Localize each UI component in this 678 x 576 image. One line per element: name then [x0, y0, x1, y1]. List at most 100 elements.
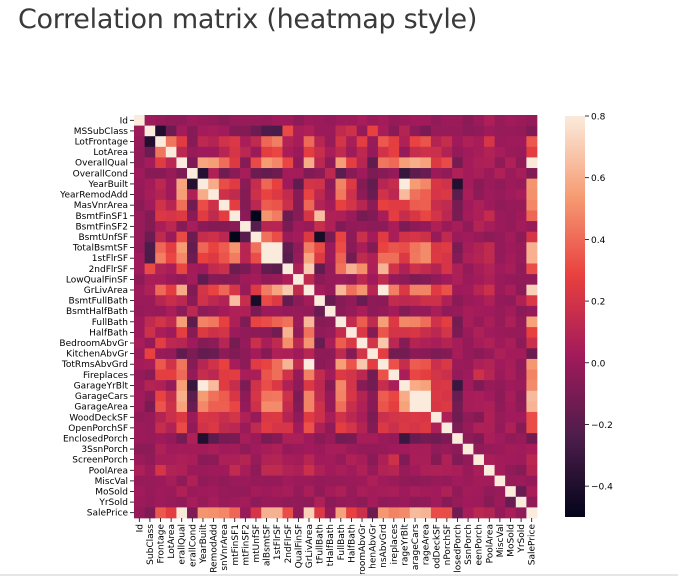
heatmap-cell: [261, 274, 273, 286]
heatmap-cell: [144, 146, 156, 158]
heatmap-cell: [208, 337, 220, 349]
heatmap-cell: [367, 411, 379, 423]
heatmap-cell: [483, 369, 495, 381]
row-label: SalePrice: [87, 509, 129, 519]
heatmap-cell: [441, 231, 453, 243]
heatmap-cell: [155, 496, 167, 508]
heatmap-cell: [441, 178, 453, 190]
heatmap-cell: [208, 316, 220, 328]
heatmap-cell: [208, 433, 220, 445]
heatmap-cell: [420, 486, 432, 498]
column-label: tFullBath: [316, 524, 326, 564]
heatmap-cell: [282, 231, 294, 243]
row-label: GarageArea: [74, 403, 128, 413]
heatmap-cell: [155, 348, 167, 360]
heatmap-cell: [218, 496, 230, 508]
heatmap-cell: [483, 475, 495, 487]
heatmap-cell: [314, 221, 326, 233]
heatmap-cell: [282, 411, 294, 423]
heatmap-cell: [187, 305, 198, 317]
heatmap-cell: [377, 274, 389, 286]
heatmap-cell: [303, 284, 315, 296]
heatmap-cell: [462, 231, 474, 243]
heatmap-cell: [208, 146, 220, 158]
heatmap-cell: [187, 231, 198, 243]
heatmap-cell: [155, 284, 167, 296]
heatmap-cell: [240, 390, 252, 402]
heatmap-cell: [155, 443, 167, 455]
row-label: MoSold: [95, 487, 128, 497]
heatmap-cell: [271, 221, 283, 233]
heatmap-cell: [303, 231, 315, 243]
heatmap-cell: [420, 496, 432, 508]
row-label: PoolArea: [89, 466, 128, 476]
heatmap-cell: [303, 369, 315, 381]
heatmap-cell: [377, 231, 389, 243]
heatmap-cell: [335, 242, 347, 254]
heatmap-cell: [197, 242, 209, 254]
heatmap-cell: [452, 401, 464, 413]
heatmap-cell: [441, 221, 453, 233]
heatmap-cell: [526, 157, 538, 169]
heatmap-cell: [452, 178, 464, 190]
heatmap-cell: [346, 464, 358, 476]
heatmap-cell: [430, 199, 442, 211]
heatmap-cell: [505, 486, 517, 498]
heatmap-cell: [197, 422, 209, 434]
heatmap-cell: [430, 443, 442, 455]
heatmap-cell: [250, 411, 262, 423]
heatmap-cell: [314, 422, 326, 434]
heatmap-cell: [240, 210, 252, 222]
heatmap-cell: [293, 348, 305, 360]
heatmap-cell: [314, 454, 326, 466]
heatmap-cell: [473, 221, 485, 233]
heatmap-cell: [452, 422, 464, 434]
heatmap-cell: [240, 146, 252, 158]
heatmap-cell: [324, 305, 336, 317]
heatmap-cell: [399, 125, 411, 137]
heatmap-cell: [483, 316, 495, 328]
column-label: nPorchSF: [443, 524, 453, 565]
heatmap-cell: [356, 221, 368, 233]
heatmap-cell: [293, 199, 305, 211]
heatmap-cell: [526, 337, 538, 349]
heatmap-cell: [494, 125, 506, 137]
heatmap-cell: [420, 178, 432, 190]
heatmap-cell: [462, 358, 474, 370]
heatmap-cell: [494, 475, 506, 487]
heatmap-cell: [420, 115, 432, 126]
heatmap-cell: [494, 454, 506, 466]
heatmap-cell: [441, 157, 453, 169]
heatmap-cell: [229, 242, 241, 254]
heatmap-cell: [293, 231, 305, 243]
heatmap-cell: [250, 496, 262, 508]
heatmap-cell: [452, 433, 464, 445]
heatmap-cell: [388, 411, 400, 423]
row-label: GarageYrBlt: [74, 381, 129, 391]
heatmap-cell: [399, 422, 411, 434]
heatmap-cell: [187, 422, 198, 434]
heatmap-cell: [314, 242, 326, 254]
heatmap-cell: [250, 486, 262, 498]
heatmap-cell: [197, 369, 209, 381]
heatmap-cell: [494, 380, 506, 392]
heatmap-cell: [144, 252, 156, 264]
heatmap-cell: [335, 380, 347, 392]
heatmap-cell: [505, 252, 517, 264]
heatmap-cell: [473, 443, 485, 455]
heatmap-cell: [515, 168, 527, 179]
heatmap-cell: [420, 252, 432, 264]
heatmap-cell: [314, 401, 326, 413]
heatmap-cell: [377, 115, 389, 126]
heatmap-cell: [165, 199, 177, 211]
heatmap-cell: [187, 369, 198, 381]
heatmap-cell: [356, 433, 368, 445]
heatmap-cell: [187, 486, 198, 498]
row-label: BsmtUnfSF: [78, 233, 128, 243]
heatmap-cell: [388, 125, 400, 137]
heatmap-cell: [335, 274, 347, 286]
heatmap-cell: [208, 210, 220, 222]
heatmap-cell: [261, 178, 273, 190]
heatmap-cell: [399, 199, 411, 211]
heatmap-cell: [250, 380, 262, 392]
